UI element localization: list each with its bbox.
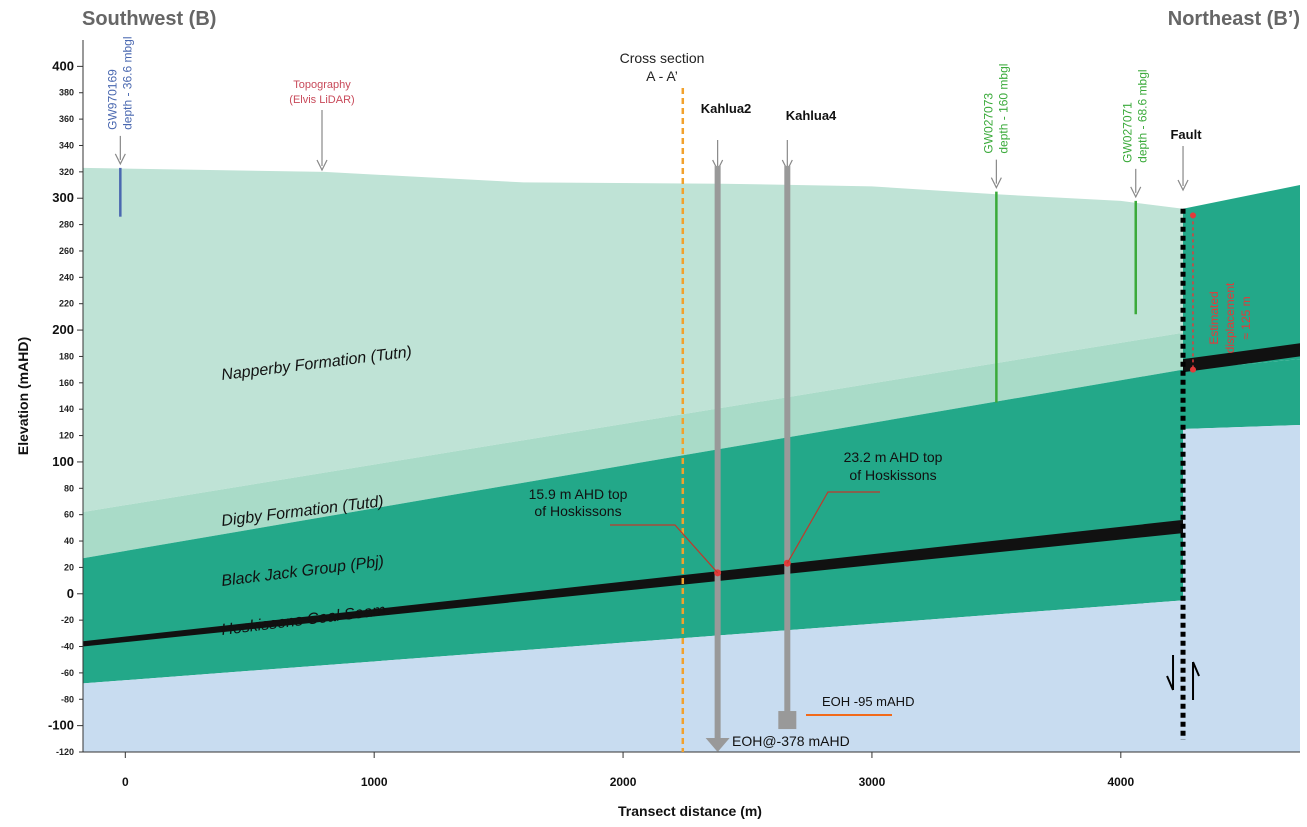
y-minor-tick-label: 320: [59, 167, 74, 177]
y-minor-tick-label: 120: [59, 431, 74, 441]
y-minor-tick-label: -80: [61, 694, 74, 704]
fault-down-arrow: [1166, 655, 1175, 691]
overlays: [114, 88, 1200, 752]
x-tick-label: 0: [122, 775, 129, 789]
groundwater-bore-id: GW027073: [981, 93, 995, 154]
topography-label-line2: (Elvis LiDAR): [289, 94, 354, 106]
borehole-end-arrow: [705, 738, 730, 752]
cross-section-label-line1: Cross section: [620, 50, 705, 66]
displacement-label-line3: ≈ 125 m: [1239, 296, 1253, 339]
displacement-label-line2: displacement: [1223, 282, 1237, 353]
eoh-kahlua4-label: EOH -95 mAHD: [822, 694, 914, 709]
y-minor-tick-label: -40: [61, 642, 74, 652]
displacement-bottom-point: [1189, 366, 1196, 373]
black-jack-group-sw: [83, 369, 1183, 684]
groundwater-bore-depth: depth - 68.6 mbgl: [1136, 69, 1150, 162]
y-minor-tick-label: 180: [59, 351, 74, 361]
k2-callout-leader: [610, 524, 719, 574]
k4-top-callout-line1: 23.2 m AHD top: [844, 449, 943, 465]
fault-up-arrow: [1192, 661, 1200, 700]
y-minor-tick-label: 220: [59, 299, 74, 309]
black-jack-group-ne-upper: [1183, 185, 1300, 370]
k2-top-callout-line1: 15.9 m AHD top: [529, 486, 628, 502]
black-jack-group-ne: [1183, 359, 1300, 429]
y-minor-tick-label: 20: [64, 562, 74, 572]
x-axis-title: Transect distance (m): [618, 803, 762, 819]
x-tick-label: 2000: [610, 775, 637, 789]
y-minor-tick-label: 80: [64, 483, 74, 493]
k4-callout-leader: [786, 491, 880, 564]
k2-top-callout-line2: of Hoskissons: [534, 503, 621, 519]
basement-sw: [83, 600, 1183, 752]
hoskissons-coal-sw: [83, 519, 1183, 647]
y-major-tick-label: 0: [67, 586, 74, 601]
y-major-tick-label: 400: [52, 58, 74, 73]
y-minor-tick-label: 240: [59, 272, 74, 282]
y-minor-tick-label: 340: [59, 140, 74, 150]
y-major-tick-label: 100: [52, 454, 74, 469]
y-minor-tick-label: 260: [59, 246, 74, 256]
fault-arrowhead: [1177, 179, 1189, 192]
eoh-kahlua2-label: EOH@-378 mAHD: [732, 733, 850, 749]
topography-label-line1: Topography: [293, 79, 351, 91]
northeast-title: Northeast (B’): [1168, 8, 1300, 30]
y-minor-tick-label: 160: [59, 378, 74, 388]
x-tick-label: 1000: [361, 775, 388, 789]
borehole-shaft: [784, 165, 791, 720]
groundwater-bore-arrowhead: [1130, 186, 1142, 199]
displacement-top-point: [1189, 212, 1196, 219]
digby-formation-sw: [83, 332, 1183, 559]
groundwater-bore-id: GW027071: [1121, 102, 1135, 163]
fault-label: Fault: [1170, 127, 1202, 142]
x-tick-label: 4000: [1107, 775, 1134, 789]
y-major-tick-label: 300: [52, 190, 74, 205]
groundwater-bore-arrowhead: [114, 153, 126, 166]
borehole-shaft: [714, 165, 721, 738]
kahlua4-label: Kahlua4: [786, 108, 837, 123]
groundwater-bore-labels: GW970169 depth - 36.6 mbgl GW027073 depth -…: [105, 36, 1149, 162]
y-minor-tick-label: -20: [61, 615, 74, 625]
groundwater-bore-depth: depth - 160 mbgl: [996, 64, 1010, 154]
y-minor-tick-label: 380: [59, 88, 74, 98]
y-minor-tick-label: -60: [61, 668, 74, 678]
geology-layers: [83, 167, 1300, 752]
displacement-label-line1: Estimated: [1207, 291, 1221, 344]
y-minor-tick-label: -120: [56, 747, 74, 757]
k4-top-callout-line2: of Hoskissons: [849, 467, 936, 483]
basement-ne: [1183, 425, 1300, 752]
y-axis-ticks: 400 300 200 100 0 -100 380 360 340 320 280 260 240 22…: [48, 58, 83, 757]
groundwater-bore-depth: depth - 36.6 mbgl: [120, 36, 134, 129]
y-major-tick-label: -100: [48, 718, 74, 733]
y-minor-tick-label: 360: [59, 114, 74, 124]
hoskissons-coal-ne: [1183, 343, 1300, 373]
southwest-title: Southwest (B): [82, 8, 216, 30]
borehole-end-block: [778, 711, 797, 730]
napperby-formation-sw: [83, 167, 1183, 512]
x-tick-label: 3000: [859, 775, 886, 789]
y-major-tick-label: 200: [52, 322, 74, 337]
y-axis-title: Elevation (mAHD): [15, 337, 31, 455]
y-minor-tick-label: 140: [59, 404, 74, 414]
topography-arrowhead: [316, 159, 328, 172]
y-minor-tick-label: 60: [64, 510, 74, 520]
y-minor-tick-label: 280: [59, 220, 74, 230]
groundwater-bore-id: GW970169: [105, 69, 119, 130]
kahlua2-label: Kahlua2: [701, 101, 752, 116]
cross-section-label-line2: A - A’: [646, 68, 678, 84]
y-minor-tick-label: 40: [64, 536, 74, 546]
x-axis-ticks: 0 1000 2000 3000 4000: [122, 752, 1134, 789]
groundwater-bore-arrowhead: [990, 177, 1002, 189]
